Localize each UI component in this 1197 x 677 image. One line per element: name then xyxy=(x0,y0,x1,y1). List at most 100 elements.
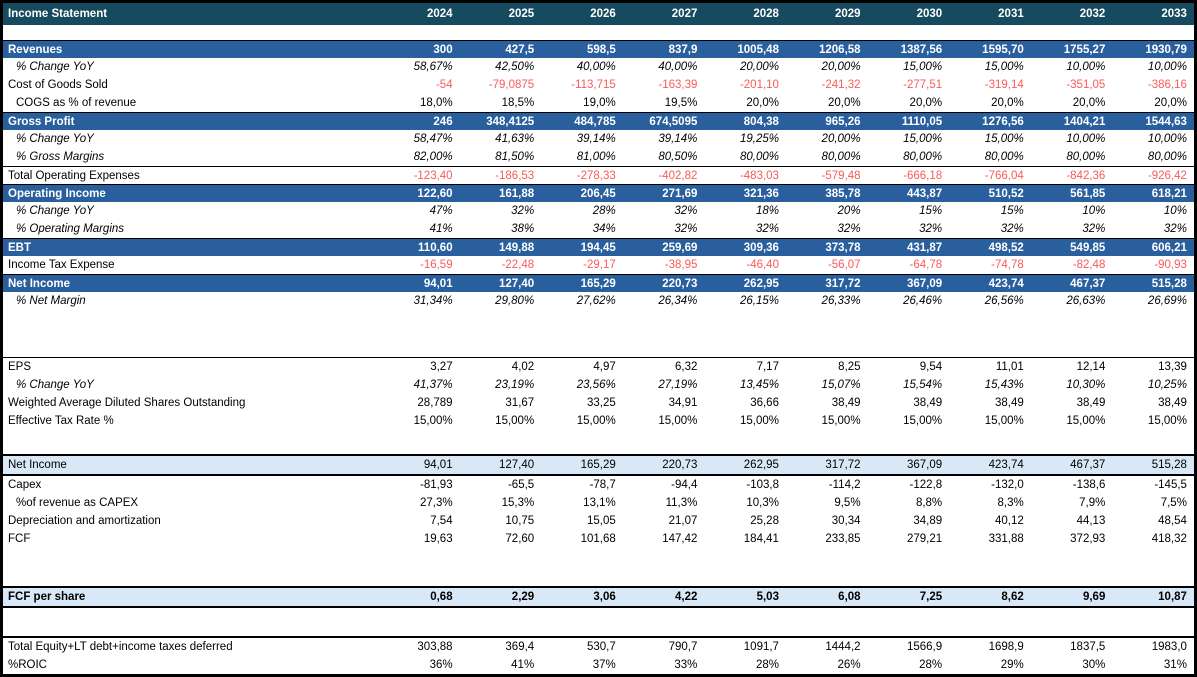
cell-of-revenue-as-capex-2025[interactable]: 15,3% xyxy=(501,497,535,509)
cell-change-yoy-2033[interactable]: 10,00% xyxy=(1147,61,1187,73)
cell-operating-margins-2024[interactable]: 41% xyxy=(429,223,453,235)
cell-net-income-2029[interactable]: 317,72 xyxy=(825,277,861,290)
row-label-net-income[interactable]: Net Income xyxy=(8,459,67,471)
cell-capex-2030[interactable]: -122,8 xyxy=(909,479,943,491)
cell-fcf-2025[interactable]: 72,60 xyxy=(505,533,535,545)
cell-change-yoy-2025[interactable]: 42,50% xyxy=(495,61,535,73)
cell-net-income-2028[interactable]: 262,95 xyxy=(743,277,779,290)
cell-eps-2030[interactable]: 9,54 xyxy=(919,361,943,373)
cell-change-yoy-2032[interactable]: 10,00% xyxy=(1066,133,1106,145)
cell-total-equity-lt-debt-income-taxes-deferred-2030[interactable]: 1566,9 xyxy=(906,641,943,653)
cell-effective-tax-rate-2026[interactable]: 15,00% xyxy=(576,415,616,427)
row-label-total-operating-expenses[interactable]: Total Operating Expenses xyxy=(8,169,140,182)
cell-change-yoy-2026[interactable]: 28% xyxy=(592,205,616,217)
cell-gross-margins-2033[interactable]: 80,00% xyxy=(1147,151,1187,163)
cell-eps-2029[interactable]: 8,25 xyxy=(838,361,861,373)
cell-gross-margins-2029[interactable]: 80,00% xyxy=(821,151,861,163)
cell-effective-tax-rate-2030[interactable]: 15,00% xyxy=(903,415,943,427)
cell-eps-2026[interactable]: 4,97 xyxy=(593,361,616,373)
cell-weighted-average-diluted-shares-outstanding-2029[interactable]: 38,49 xyxy=(831,397,861,409)
cell-change-yoy-2025[interactable]: 32% xyxy=(511,205,535,217)
cell-change-yoy-2028[interactable]: 13,45% xyxy=(739,379,779,391)
cell-capex-2033[interactable]: -145,5 xyxy=(1154,479,1187,491)
cell-income-tax-expense-2033[interactable]: -90,93 xyxy=(1154,259,1187,271)
cell-eps-2033[interactable]: 13,39 xyxy=(1158,361,1187,373)
row-label-net-income[interactable]: Net Income xyxy=(8,277,70,290)
cell-operating-income-2025[interactable]: 161,88 xyxy=(499,187,535,200)
cell-change-yoy-2033[interactable]: 10,00% xyxy=(1147,133,1187,145)
cell-ebt-2033[interactable]: 606,21 xyxy=(1151,241,1187,254)
cell-net-income-2033[interactable]: 515,28 xyxy=(1151,459,1187,471)
row-label-of-revenue-as-capex[interactable]: %of revenue as CAPEX xyxy=(16,497,139,509)
cell-fcf-per-share-2031[interactable]: 8,62 xyxy=(1001,591,1024,603)
cell-income-tax-expense-2024[interactable]: -16,59 xyxy=(419,259,453,271)
cell-net-margin-2032[interactable]: 26,63% xyxy=(1066,295,1106,307)
cell-change-yoy-2032[interactable]: 10% xyxy=(1082,205,1106,217)
cell-net-margin-2028[interactable]: 26,15% xyxy=(739,295,779,307)
row-label-roic[interactable]: %ROIC xyxy=(8,659,47,671)
row-label-cost-of-goods-sold[interactable]: Cost of Goods Sold xyxy=(8,79,108,91)
cell-of-revenue-as-capex-2024[interactable]: 27,3% xyxy=(419,497,453,509)
cell-total-equity-lt-debt-income-taxes-deferred-2027[interactable]: 790,7 xyxy=(668,641,698,653)
cell-depreciation-and-amortization-2029[interactable]: 30,34 xyxy=(831,515,861,527)
cell-fcf-per-share-2027[interactable]: 4,22 xyxy=(674,591,698,603)
cell-income-tax-expense-2026[interactable]: -29,17 xyxy=(583,259,616,271)
cell-total-equity-lt-debt-income-taxes-deferred-2028[interactable]: 1091,7 xyxy=(743,641,779,653)
cell-income-tax-expense-2027[interactable]: -38,95 xyxy=(664,259,698,271)
cell-cost-of-goods-sold-2032[interactable]: -351,05 xyxy=(1066,79,1106,91)
cell-weighted-average-diluted-shares-outstanding-2030[interactable]: 38,49 xyxy=(913,397,943,409)
cell-weighted-average-diluted-shares-outstanding-2033[interactable]: 38,49 xyxy=(1158,397,1187,409)
cell-net-margin-2025[interactable]: 29,80% xyxy=(495,295,535,307)
cell-total-operating-expenses-2024[interactable]: -123,40 xyxy=(413,169,453,182)
cell-depreciation-and-amortization-2033[interactable]: 48,54 xyxy=(1158,515,1187,527)
cell-change-yoy-2024[interactable]: 58,67% xyxy=(413,61,453,73)
cell-eps-2024[interactable]: 3,27 xyxy=(430,361,453,373)
cell-net-income-2025[interactable]: 127,40 xyxy=(499,459,535,471)
cell-change-yoy-2029[interactable]: 15,07% xyxy=(821,379,861,391)
cell-roic-2032[interactable]: 30% xyxy=(1082,659,1106,671)
cell-change-yoy-2025[interactable]: 23,19% xyxy=(495,379,535,391)
cell-fcf-2032[interactable]: 372,93 xyxy=(1070,533,1106,545)
cell-ebt-2025[interactable]: 149,88 xyxy=(499,241,535,254)
cell-change-yoy-2029[interactable]: 20,00% xyxy=(821,133,861,145)
cell-net-income-2030[interactable]: 367,09 xyxy=(906,459,943,471)
cell-change-yoy-2024[interactable]: 47% xyxy=(429,205,453,217)
cell-change-yoy-2032[interactable]: 10,00% xyxy=(1066,61,1106,73)
cell-gross-profit-2031[interactable]: 1276,56 xyxy=(982,115,1024,128)
row-label-gross-margins[interactable]: % Gross Margins xyxy=(16,151,105,163)
cell-capex-2032[interactable]: -138,6 xyxy=(1072,479,1106,491)
cell-fcf-per-share-2029[interactable]: 6,08 xyxy=(838,591,861,603)
cell-change-yoy-2028[interactable]: 19,25% xyxy=(739,133,779,145)
row-label-net-margin[interactable]: % Net Margin xyxy=(16,295,86,307)
cell-gross-profit-2029[interactable]: 965,26 xyxy=(825,115,861,128)
cell-change-yoy-2031[interactable]: 15,00% xyxy=(984,61,1024,73)
cell-ebt-2024[interactable]: 110,60 xyxy=(418,241,453,254)
cell-of-revenue-as-capex-2027[interactable]: 11,3% xyxy=(665,497,698,509)
cell-depreciation-and-amortization-2026[interactable]: 15,05 xyxy=(587,515,616,527)
cell-change-yoy-2027[interactable]: 27,19% xyxy=(658,379,698,391)
column-header-2033[interactable]: 2033 xyxy=(1161,8,1187,20)
cell-roic-2028[interactable]: 28% xyxy=(755,659,779,671)
cell-revenues-2031[interactable]: 1595,70 xyxy=(982,43,1024,56)
row-label-weighted-average-diluted-shares-outstanding[interactable]: Weighted Average Diluted Shares Outstand… xyxy=(8,397,246,409)
cell-total-operating-expenses-2033[interactable]: -926,42 xyxy=(1147,169,1187,182)
cell-net-income-2026[interactable]: 165,29 xyxy=(580,277,616,290)
cell-gross-margins-2030[interactable]: 80,00% xyxy=(903,151,943,163)
cell-capex-2029[interactable]: -114,2 xyxy=(828,479,861,491)
cell-of-revenue-as-capex-2029[interactable]: 9,5% xyxy=(834,497,861,509)
cell-operating-income-2026[interactable]: 206,45 xyxy=(580,187,616,200)
cell-change-yoy-2029[interactable]: 20% xyxy=(837,205,861,217)
cell-gross-margins-2024[interactable]: 82,00% xyxy=(413,151,453,163)
cell-gross-margins-2025[interactable]: 81,50% xyxy=(495,151,535,163)
cell-cogs-as-of-revenue-2027[interactable]: 19,5% xyxy=(664,97,698,109)
cell-change-yoy-2026[interactable]: 40,00% xyxy=(576,61,616,73)
cell-depreciation-and-amortization-2027[interactable]: 21,07 xyxy=(668,515,698,527)
cell-total-operating-expenses-2032[interactable]: -842,36 xyxy=(1066,169,1106,182)
cell-net-income-2028[interactable]: 262,95 xyxy=(743,459,779,471)
cell-net-income-2030[interactable]: 367,09 xyxy=(906,277,943,290)
column-header-2030[interactable]: 2030 xyxy=(916,8,943,20)
cell-cogs-as-of-revenue-2026[interactable]: 19,0% xyxy=(583,97,616,109)
cell-gross-profit-2025[interactable]: 348,4125 xyxy=(486,115,535,128)
cell-net-margin-2029[interactable]: 26,33% xyxy=(821,295,861,307)
row-label-change-yoy[interactable]: % Change YoY xyxy=(16,205,94,217)
